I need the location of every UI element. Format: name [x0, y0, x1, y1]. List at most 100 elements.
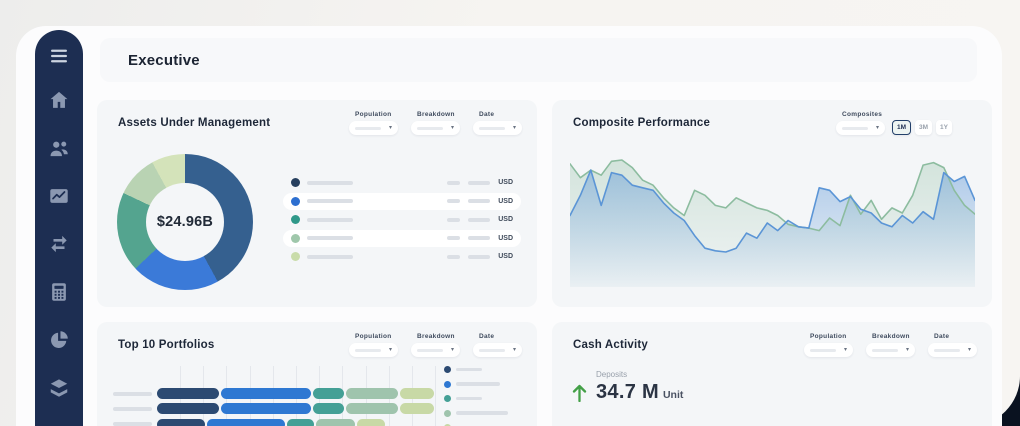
chevron-down-icon: ▾	[905, 347, 909, 353]
portfolios-legend-item	[444, 409, 508, 417]
legend-dot	[444, 380, 451, 388]
page-title: Executive	[128, 51, 200, 69]
legend-dot	[444, 409, 451, 417]
legend-dot	[444, 424, 451, 426]
filter-label: Date	[479, 111, 495, 118]
aum-total-value: $24.96B	[156, 214, 214, 230]
date-select[interactable]: ▾	[928, 343, 977, 357]
filter-label: Population	[355, 111, 392, 118]
portfolio-name-placeholder	[113, 391, 152, 396]
page-header: Executive	[100, 38, 977, 82]
menu-icon	[49, 48, 69, 64]
legend-dot	[291, 233, 300, 243]
chevron-down-icon: ▾	[512, 347, 516, 353]
portfolio-bar-row	[157, 418, 385, 426]
bar-segment	[221, 403, 311, 415]
composite-controls: Composites ▾ 1M 3M 1Y	[835, 111, 952, 135]
currency-label: USD	[498, 197, 513, 205]
deposits-metric: Deposits 34.7 M Unit	[572, 370, 683, 407]
bar-segment	[357, 418, 385, 426]
legend-name-placeholder	[307, 217, 353, 222]
range-3m-button[interactable]: 3M	[915, 120, 933, 135]
clients-icon	[48, 137, 70, 159]
filter-label: Population	[810, 333, 847, 340]
legend-name-placeholder	[307, 199, 353, 204]
chevron-down-icon: ▾	[512, 125, 516, 131]
aum-legend-row[interactable]: USD	[283, 211, 521, 229]
aum-card-title: Assets Under Management	[118, 117, 271, 129]
bar-segment	[157, 388, 219, 399]
aum-card: Assets Under Management Population ▾ Break…	[97, 100, 537, 307]
legend-name-placeholder	[456, 411, 508, 415]
legend-value-placeholder	[447, 217, 461, 222]
legend-value-placeholder	[447, 180, 461, 185]
filter-breakdown: Breakdown ▾	[411, 333, 460, 357]
filter-date: Date ▾	[928, 333, 977, 357]
sidebar-item-home[interactable]	[48, 89, 70, 111]
range-1y-button[interactable]: 1Y	[936, 120, 952, 135]
filter-label: Breakdown	[417, 111, 455, 118]
filter-label: Date	[479, 333, 495, 340]
legend-dot	[444, 366, 451, 373]
filter-date: Date ▾	[473, 111, 522, 135]
allocation-pie-icon	[48, 329, 70, 351]
sidebar-item-transfers[interactable]	[48, 233, 70, 255]
composite-line-blue	[570, 169, 975, 253]
legend-value-placeholder	[447, 236, 461, 241]
sidebar-item-allocation[interactable]	[48, 329, 70, 351]
population-select[interactable]: ▾	[349, 121, 398, 135]
cash-activity-card: Cash Activity Population ▾ Breakdown ▾ Date ▾…	[552, 322, 992, 426]
select-placeholder	[417, 348, 443, 352]
breakdown-select[interactable]: ▾	[411, 121, 460, 135]
portfolio-name-placeholder	[113, 422, 152, 426]
breakdown-select[interactable]: ▾	[866, 343, 915, 357]
filter-population: Population ▾	[349, 111, 398, 135]
legend-name-placeholder	[456, 396, 482, 401]
select-placeholder	[841, 126, 868, 130]
currency-label: USD	[498, 216, 513, 224]
chevron-down-icon: ▾	[388, 125, 392, 131]
population-select[interactable]: ▾	[349, 343, 398, 357]
portfolio-bar-row	[157, 388, 434, 399]
sidebar-item-performance[interactable]	[48, 185, 70, 207]
range-1m-button[interactable]: 1M	[891, 120, 912, 135]
legend-values: USD	[447, 253, 513, 260]
legend-values: USD	[447, 216, 513, 223]
aum-legend-row[interactable]: USD	[283, 248, 521, 266]
filter-population: Population ▾	[804, 333, 853, 357]
sidebar-item-calculator[interactable]	[48, 281, 70, 303]
aum-legend-row[interactable]: USD	[283, 192, 521, 210]
legend-name-placeholder	[456, 367, 482, 372]
filter-label: Date	[934, 333, 950, 340]
filter-label: Breakdown	[872, 333, 910, 340]
composites-select[interactable]: ▾	[835, 121, 885, 135]
filter-population: Population ▾	[349, 333, 398, 357]
top10-portfolios-card: Top 10 Portfolios Population ▾ Breakdown ▾ D…	[97, 322, 537, 426]
breakdown-select[interactable]: ▾	[411, 343, 460, 357]
aum-legend-row[interactable]: USD	[283, 174, 521, 192]
deposits-value-row: 34.7 M Unit	[596, 381, 683, 404]
select-placeholder	[479, 348, 505, 352]
select-placeholder	[355, 348, 381, 352]
legend-dot	[291, 252, 300, 262]
date-select[interactable]: ▾	[473, 121, 522, 135]
bar-segment	[316, 418, 355, 426]
sidebar-nav	[48, 89, 70, 399]
filter-label: Composites	[841, 111, 883, 118]
deposits-up-arrow-icon	[572, 384, 587, 407]
legend-name-placeholder	[456, 382, 500, 386]
currency-label: USD	[498, 234, 513, 242]
select-placeholder	[355, 126, 381, 130]
legend-value-placeholder	[468, 236, 491, 241]
bar-segment	[346, 388, 398, 399]
cash-filters: Population ▾ Breakdown ▾ Date ▾	[804, 333, 977, 357]
menu-button[interactable]	[49, 48, 69, 64]
date-select[interactable]: ▾	[473, 343, 522, 357]
sidebar-item-clients[interactable]	[48, 137, 70, 159]
sidebar-item-holdings[interactable]	[48, 377, 70, 399]
aum-legend-row[interactable]: USD	[283, 229, 521, 247]
deposits-unit: Unit	[662, 389, 684, 401]
filter-label: Population	[355, 333, 392, 340]
composite-area-blue	[570, 170, 975, 287]
population-select[interactable]: ▾	[804, 343, 853, 357]
